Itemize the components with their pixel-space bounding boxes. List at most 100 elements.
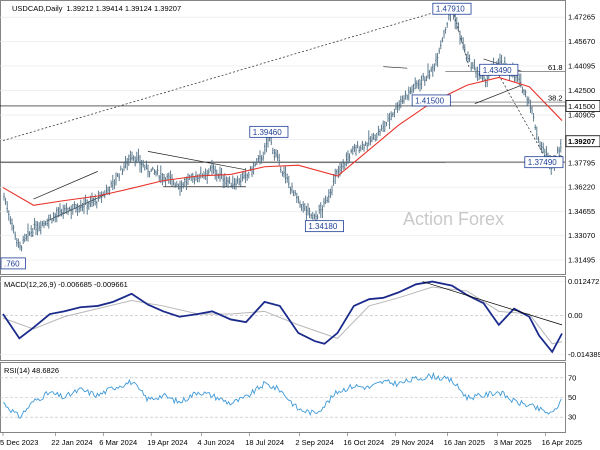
ohlc-bar	[305, 205, 308, 220]
x-tick-label: 16 Oct 2024	[343, 438, 384, 447]
ohlc-bar	[86, 199, 88, 215]
price-lines	[2, 76, 563, 206]
ohlc-bar	[91, 192, 93, 208]
sma-line	[2, 76, 563, 206]
ohlc-bar	[342, 159, 344, 170]
ohlc-bar	[222, 174, 224, 189]
ohlc-bar	[260, 155, 263, 164]
ohlc-bar	[228, 176, 231, 184]
ohlc-bar	[355, 144, 357, 156]
ohlc-bar	[356, 141, 359, 149]
ohlc-bar	[73, 201, 76, 209]
ohlc-bar	[161, 173, 164, 186]
ohlc-bar	[310, 213, 312, 219]
price-tick-label: 1.34655	[568, 207, 595, 216]
level-tag-label: .760	[4, 259, 20, 268]
x-tick-label: 2 Sep 2024	[295, 438, 333, 447]
ohlc-bar	[320, 202, 322, 218]
ohlc-bar	[398, 100, 400, 111]
ohlc-bar	[331, 185, 333, 196]
ohlc-bar	[254, 161, 256, 167]
level-tag-box	[524, 156, 564, 169]
ohlc-bar	[259, 150, 261, 165]
ohlc-bar	[382, 120, 384, 133]
current-price-label: 1.39207	[568, 137, 595, 146]
ohlc-bar	[225, 176, 228, 187]
ohlc-bar	[337, 165, 340, 179]
level-tag: 1.37490	[524, 156, 564, 169]
ohlc-label: 1.39212 1.39414 1.39124 1.39207	[66, 4, 181, 13]
symbol-label: USDCAD,Daily	[12, 4, 63, 13]
ohlc-bar	[144, 164, 146, 171]
ohlc-bar	[56, 207, 58, 223]
macd-lines	[2, 280, 563, 354]
ohlc-bar	[6, 201, 8, 213]
level-tag-label: 1.43490	[483, 66, 512, 75]
ohlc-bar	[374, 134, 376, 142]
ohlc-bar	[460, 35, 463, 43]
ohlc-bar	[329, 188, 332, 198]
ohlc-bar	[120, 165, 122, 171]
ohlc-bar	[113, 179, 116, 190]
ohlc-bar	[193, 176, 196, 185]
ohlc-bar	[139, 154, 141, 173]
ohlc-bar	[36, 221, 39, 236]
trend-line	[474, 84, 522, 104]
ohlc-bar	[75, 203, 77, 213]
watermark: Action Forex	[403, 209, 504, 229]
ohlc-bar	[323, 197, 325, 208]
rsi-tick-label: 70	[568, 373, 576, 382]
ohlc-bar	[150, 168, 152, 173]
ohlc-bar	[57, 207, 60, 218]
ohlc-bar	[526, 96, 528, 106]
price-title: USDCAD,Daily 1.39212 1.39414 1.39124 1.39…	[12, 4, 181, 13]
level-tag-label: 1.47910	[436, 5, 465, 14]
ohlc-bar	[121, 168, 124, 176]
ohlc-bar	[376, 132, 378, 141]
ohlc-bar	[110, 180, 112, 188]
ohlc-bar	[334, 168, 336, 185]
ohlc-bar	[425, 75, 428, 82]
ohlc-bar	[32, 228, 34, 237]
rsi-y-axis: 70 50 30	[568, 373, 576, 421]
level-tag-box	[249, 125, 289, 138]
ohlc-bar	[284, 166, 287, 184]
ohlc-bar	[424, 76, 426, 86]
ohlc-bar	[11, 218, 13, 231]
ohlc-bar	[272, 147, 274, 155]
level-axis-tag	[565, 100, 600, 112]
ohlc-bar	[281, 171, 284, 177]
ohlc-bar	[483, 74, 485, 82]
ohlc-bar	[403, 95, 405, 104]
x-tick-label: 6 Mar 2024	[99, 438, 137, 447]
ohlc-bar	[377, 125, 380, 136]
ohlc-bar	[516, 74, 519, 83]
ohlc-bar	[456, 17, 458, 30]
ohlc-bar	[387, 113, 389, 123]
ohlc-bar	[147, 164, 149, 178]
ohlc-bar	[540, 141, 543, 153]
ohlc-bar	[126, 157, 128, 171]
ohlc-bar	[435, 53, 437, 66]
ohlc-bar	[163, 173, 165, 183]
ohlc-bar	[49, 214, 52, 221]
ohlc-bar	[185, 176, 188, 190]
ohlc-bar	[60, 208, 63, 217]
ohlc-bar	[340, 161, 343, 174]
ohlc-bar	[248, 171, 250, 179]
ohlc-bar	[443, 29, 445, 39]
ohlc-bar	[209, 165, 212, 172]
ohlc-bar	[131, 151, 133, 161]
ohlc-bar	[321, 205, 324, 219]
ohlc-bar	[17, 238, 20, 248]
trend-line	[383, 66, 408, 69]
ohlc-bar	[465, 53, 468, 62]
x-tick-label: 16 Apr 2025	[542, 438, 582, 447]
ohlc-bar	[152, 166, 154, 171]
ohlc-bar	[273, 148, 276, 161]
ohlc-bar	[246, 173, 248, 181]
trend-line	[33, 171, 98, 200]
ohlc-bar	[156, 165, 159, 176]
ohlc-bar	[244, 167, 247, 184]
ohlc-bar	[40, 220, 42, 235]
